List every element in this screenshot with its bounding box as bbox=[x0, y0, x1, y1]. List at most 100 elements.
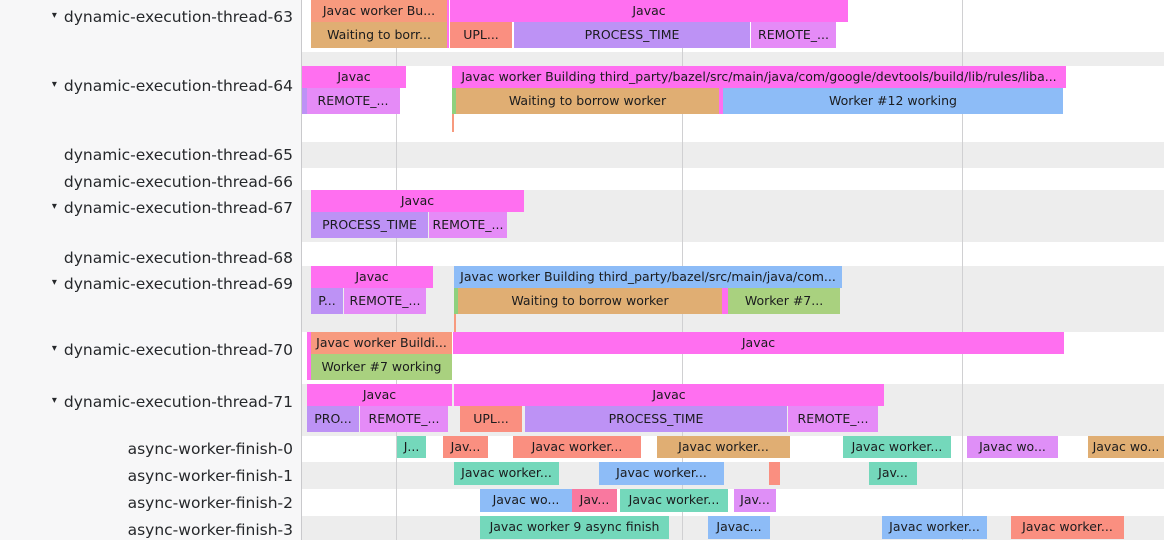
chevron-down-icon[interactable]: ▾ bbox=[51, 79, 57, 90]
trace-slice[interactable]: PRO... bbox=[307, 406, 359, 432]
trace-slice[interactable]: Waiting to borrow worker bbox=[456, 88, 719, 114]
trace-slice[interactable] bbox=[454, 288, 458, 314]
chevron-down-icon[interactable]: ▾ bbox=[51, 277, 57, 288]
track-name: async-worker-finish-0 bbox=[127, 440, 293, 458]
track-name: dynamic-execution-thread-65 bbox=[63, 146, 293, 164]
track-label-async-worker-finish-3[interactable]: async-worker-finish-3 bbox=[0, 518, 301, 540]
track-label-dynamic-execution-thread-64[interactable]: ▾ dynamic-execution-thread-64 bbox=[0, 74, 301, 98]
row-band bbox=[302, 462, 1164, 489]
trace-slice[interactable]: REMOTE_... bbox=[344, 288, 426, 314]
trace-slice[interactable]: Javac worker 9 async finish bbox=[480, 516, 669, 539]
track-name: dynamic-execution-thread-66 bbox=[63, 173, 293, 191]
trace-slice[interactable]: Javac bbox=[450, 0, 848, 22]
track-name: dynamic-execution-thread-69 bbox=[63, 275, 293, 293]
trace-slice[interactable]: REMOTE_... bbox=[306, 88, 400, 114]
trace-slice[interactable]: Jav... bbox=[869, 462, 917, 485]
trace-slice[interactable]: Javac worker... bbox=[454, 462, 559, 485]
trace-slice[interactable]: PROCESS_TIME bbox=[514, 22, 750, 48]
track-name: dynamic-execution-thread-71 bbox=[63, 393, 293, 411]
trace-slice[interactable] bbox=[452, 88, 456, 114]
trace-slice[interactable] bbox=[307, 332, 311, 380]
trace-slice[interactable]: Waiting to borrow worker bbox=[458, 288, 722, 314]
trace-slice[interactable]: Javac bbox=[453, 332, 1064, 354]
chevron-down-icon[interactable]: ▾ bbox=[51, 10, 57, 21]
trace-slice[interactable] bbox=[719, 88, 723, 114]
trace-slice[interactable]: Javac worker Bu... bbox=[311, 0, 447, 22]
trace-slice[interactable]: Javac bbox=[302, 66, 406, 88]
trace-slice[interactable]: Javac worker... bbox=[513, 436, 641, 458]
row-band bbox=[302, 142, 1164, 168]
trace-slice[interactable]: J... bbox=[397, 436, 426, 458]
trace-slice[interactable]: Javac worker... bbox=[882, 516, 987, 539]
trace-slice[interactable]: PROCESS_TIME bbox=[525, 406, 787, 432]
trace-slice[interactable]: Jav... bbox=[572, 489, 617, 512]
track-label-dynamic-execution-thread-69[interactable]: ▾ dynamic-execution-thread-69 bbox=[0, 272, 301, 296]
track-name: dynamic-execution-thread-70 bbox=[63, 341, 293, 359]
track-label-dynamic-execution-thread-67[interactable]: ▾ dynamic-execution-thread-67 bbox=[0, 196, 301, 220]
track-name: async-worker-finish-3 bbox=[127, 521, 293, 539]
trace-slice[interactable]: Javac bbox=[454, 384, 884, 406]
trace-slice[interactable]: P... bbox=[311, 288, 343, 314]
row-band bbox=[302, 318, 1164, 332]
trace-slice[interactable] bbox=[722, 288, 728, 314]
trace-slice[interactable]: Worker #7 working bbox=[311, 354, 452, 380]
trace-slice[interactable]: Javac bbox=[311, 266, 433, 288]
trace-slice[interactable]: Javac worker Buildi... bbox=[311, 332, 452, 354]
trace-slice[interactable]: Javac worker Building third_party/bazel/… bbox=[454, 266, 842, 288]
trace-slice[interactable] bbox=[302, 88, 307, 114]
trace-slice[interactable]: Javac worker... bbox=[620, 489, 728, 512]
track-label-async-worker-finish-0[interactable]: async-worker-finish-0 bbox=[0, 437, 301, 461]
trace-slice[interactable]: Javac worker... bbox=[1011, 516, 1124, 539]
track-name: dynamic-execution-thread-68 bbox=[63, 249, 293, 267]
trace-slice[interactable]: REMOTE_... bbox=[360, 406, 448, 432]
trace-slice[interactable]: Javac worker... bbox=[843, 436, 951, 458]
trace-slice[interactable]: Jav... bbox=[734, 489, 776, 512]
track-label-dynamic-execution-thread-68[interactable]: dynamic-execution-thread-68 bbox=[0, 246, 301, 270]
track-label-dynamic-execution-thread-65[interactable]: dynamic-execution-thread-65 bbox=[0, 143, 301, 167]
trace-slice[interactable]: Javac wo... bbox=[1088, 436, 1164, 458]
track-name: dynamic-execution-thread-64 bbox=[63, 77, 293, 95]
track-label-dynamic-execution-thread-70[interactable]: ▾ dynamic-execution-thread-70 bbox=[0, 338, 301, 362]
time-gridline bbox=[962, 0, 963, 540]
row-band bbox=[302, 132, 1164, 142]
row-band bbox=[302, 52, 1164, 66]
chevron-down-icon[interactable]: ▾ bbox=[51, 343, 57, 354]
track-name: async-worker-finish-1 bbox=[127, 467, 293, 485]
trace-slice[interactable]: Javac bbox=[311, 190, 524, 212]
trace-slice[interactable]: Javac wo... bbox=[480, 489, 572, 512]
trace-slice[interactable]: REMOTE_... bbox=[429, 212, 507, 238]
trace-slice[interactable]: UPL... bbox=[450, 22, 512, 48]
track-name: dynamic-execution-thread-67 bbox=[63, 199, 293, 217]
trace-slice[interactable]: Worker #12 working bbox=[723, 88, 1063, 114]
row-band bbox=[302, 168, 1164, 190]
trace-slice[interactable]: Javac worker Building third_party/bazel/… bbox=[452, 66, 1066, 88]
track-label-async-worker-finish-1[interactable]: async-worker-finish-1 bbox=[0, 464, 301, 488]
trace-slice[interactable] bbox=[769, 462, 780, 485]
trace-slice[interactable]: Waiting to borr... bbox=[311, 22, 447, 48]
trace-slice[interactable]: Jav... bbox=[443, 436, 488, 458]
track-label-async-worker-finish-2[interactable]: async-worker-finish-2 bbox=[0, 491, 301, 515]
trace-slice[interactable]: Javac bbox=[307, 384, 452, 406]
track-label-dynamic-execution-thread-63[interactable]: ▾ dynamic-execution-thread-63 bbox=[0, 5, 301, 29]
trace-slice[interactable]: Worker #7... bbox=[728, 288, 840, 314]
trace-slice[interactable] bbox=[454, 314, 456, 332]
trace-slice[interactable]: Javac worker... bbox=[657, 436, 790, 458]
trace-slice[interactable]: Javac... bbox=[708, 516, 770, 539]
track-label-dynamic-execution-thread-71[interactable]: ▾ dynamic-execution-thread-71 bbox=[0, 390, 301, 414]
track-label-dynamic-execution-thread-66[interactable]: dynamic-execution-thread-66 bbox=[0, 170, 301, 194]
row-band bbox=[302, 242, 1164, 266]
chevron-down-icon[interactable]: ▾ bbox=[51, 201, 57, 212]
trace-slice[interactable]: Javac wo... bbox=[967, 436, 1058, 458]
trace-slice[interactable]: Javac worker... bbox=[599, 462, 724, 485]
track-label-gutter: ▾ dynamic-execution-thread-63 ▾ dynamic-exe… bbox=[0, 0, 302, 540]
trace-slice[interactable]: REMOTE_... bbox=[751, 22, 836, 48]
timeline-canvas[interactable]: Javac worker Bu... Waiting to borr... Java… bbox=[302, 0, 1164, 540]
trace-slice[interactable]: PROCESS_TIME bbox=[311, 212, 428, 238]
trace-slice[interactable] bbox=[452, 114, 454, 132]
track-name: async-worker-finish-2 bbox=[127, 494, 293, 512]
trace-slice[interactable] bbox=[447, 0, 449, 48]
chevron-down-icon[interactable]: ▾ bbox=[51, 395, 57, 406]
trace-slice[interactable]: UPL... bbox=[460, 406, 522, 432]
trace-slice[interactable]: REMOTE_... bbox=[788, 406, 878, 432]
